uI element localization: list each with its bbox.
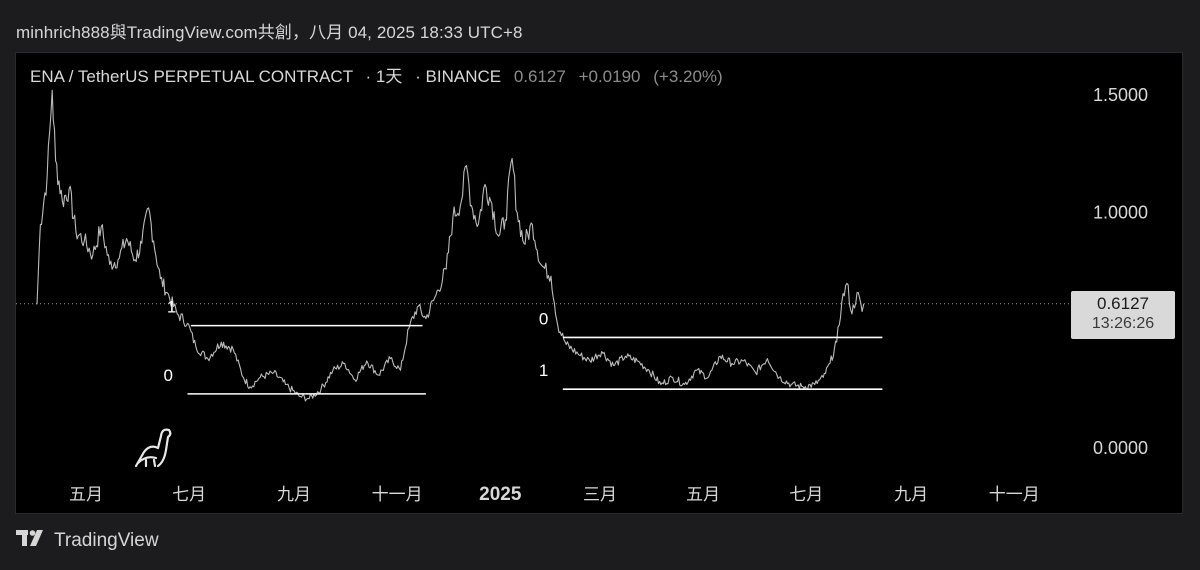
tradingview-brand[interactable]: TradingView xyxy=(16,528,159,554)
level-label: 0 xyxy=(539,309,548,328)
separator-dot: · xyxy=(415,67,421,86)
last-price-tag: 0.6127 13:26:26 xyxy=(1071,291,1175,339)
level-label: 1 xyxy=(167,298,176,317)
price-change: +0.0190 xyxy=(578,67,641,86)
separator-dot: · xyxy=(365,67,372,86)
x-tick-label: 七月 xyxy=(172,485,206,504)
price-change-percent: (+3.20%) xyxy=(653,67,723,86)
x-tick-label: 2025 xyxy=(479,484,522,505)
chart-panel[interactable] xyxy=(15,52,1183,514)
dinosaur-icon xyxy=(134,428,172,468)
y-tick-label: 0.0000 xyxy=(1093,438,1148,458)
x-tick-label: 五月 xyxy=(686,485,720,504)
x-tick-label: 十一月 xyxy=(372,485,423,504)
tradingview-wordmark: TradingView xyxy=(54,530,159,551)
price-tag-value: 0.6127 xyxy=(1097,294,1149,313)
x-tick-label: 九月 xyxy=(894,485,928,504)
price-tag-countdown: 13:26:26 xyxy=(1091,315,1155,332)
exchange-label: BINANCE xyxy=(425,67,502,86)
y-tick-label: 1.5000 xyxy=(1093,85,1148,105)
tradingview-logo-icon xyxy=(16,529,46,553)
symbol-header: ENA / TetherUS PERPETUAL CONTRACT · 1天 ·… xyxy=(30,62,723,87)
x-tick-label: 九月 xyxy=(277,485,311,504)
last-price: 0.6127 xyxy=(513,67,566,86)
y-tick-label: 1.0000 xyxy=(1093,203,1148,223)
price-series-line xyxy=(36,89,865,402)
interval-label[interactable]: 1天 xyxy=(375,67,403,86)
level-label: 1 xyxy=(539,361,548,380)
x-tick-label: 五月 xyxy=(69,485,103,504)
x-tick-label: 十一月 xyxy=(989,485,1040,504)
symbol-name[interactable]: ENA / TetherUS PERPETUAL CONTRACT xyxy=(30,67,353,86)
x-tick-label: 七月 xyxy=(789,485,823,504)
x-tick-label: 三月 xyxy=(583,485,617,504)
chart-caption: minhrich888與TradingView.com共創，八月 04, 202… xyxy=(16,23,523,42)
level-label: 0 xyxy=(163,366,172,385)
